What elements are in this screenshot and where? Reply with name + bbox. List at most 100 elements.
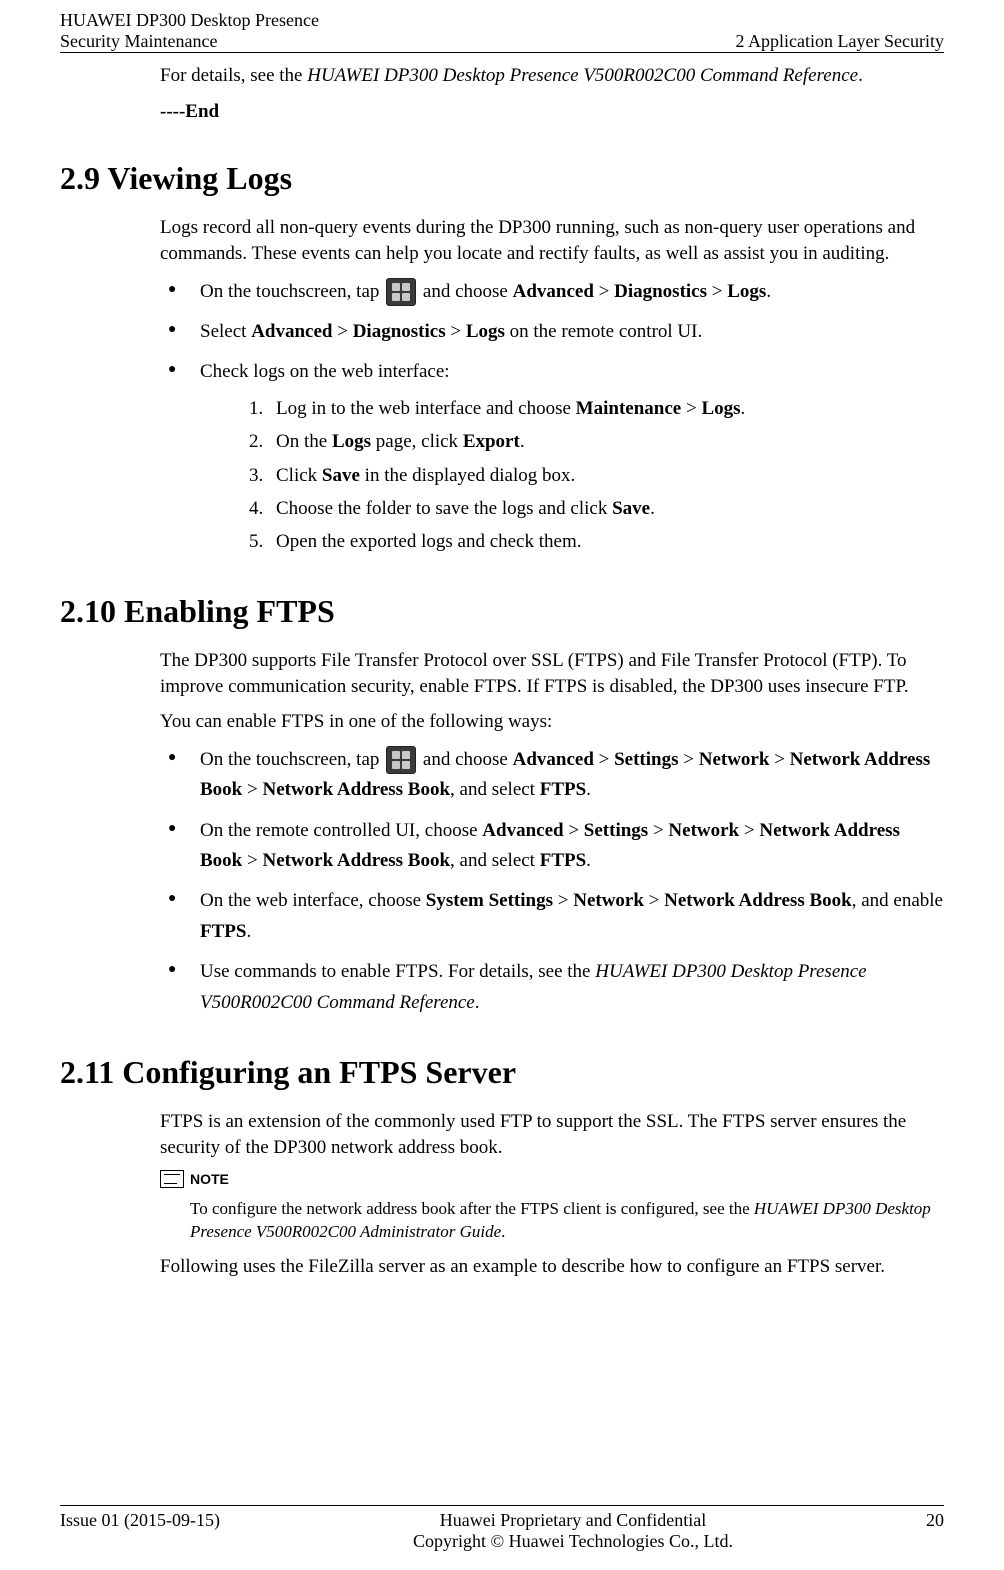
bold: Advanced: [251, 321, 332, 342]
text: >: [332, 321, 352, 342]
s210-para1: The DP300 supports File Transfer Protoco…: [160, 648, 944, 699]
step: Open the exported logs and check them.: [268, 527, 944, 556]
section-2-11-heading: 2.11 Configuring an FTPS Server: [60, 1054, 944, 1091]
text: >: [739, 820, 759, 841]
bold: Maintenance: [576, 398, 682, 419]
text: >: [242, 779, 262, 800]
text: Open the exported logs and check them.: [276, 531, 581, 552]
step: Log in to the web interface and choose M…: [268, 394, 944, 423]
bold: Logs: [727, 281, 766, 302]
text: >: [594, 749, 614, 770]
text: On the web interface, choose: [200, 890, 426, 911]
header-right: 2 Application Layer Security: [736, 31, 944, 52]
s210-bullet-list: On the touchscreen, tap and choose Advan…: [160, 745, 944, 1018]
header-left: HUAWEI DP300 Desktop Presence Security M…: [60, 10, 319, 52]
text: >: [564, 820, 584, 841]
details-pre: For details, see the: [160, 65, 307, 86]
bold: Export: [463, 431, 520, 452]
text: >: [242, 850, 262, 871]
text: On the remote controlled UI, choose: [200, 820, 482, 841]
text: >: [553, 890, 573, 911]
text: >: [594, 281, 614, 302]
text: , and select: [450, 779, 540, 800]
bold: Network Address Book: [262, 779, 450, 800]
page-footer: Issue 01 (2015-09-15) Huawei Proprietary…: [60, 1505, 944, 1552]
details-ref: HUAWEI DP300 Desktop Presence V500R002C0…: [307, 65, 858, 86]
footer-line1: Huawei Proprietary and Confidential: [220, 1510, 926, 1531]
bold: Logs: [466, 321, 505, 342]
note-header: NOTE: [160, 1170, 944, 1188]
text: .: [766, 281, 771, 302]
text: and choose: [418, 749, 512, 770]
bold: FTPS: [540, 850, 586, 871]
footer-issue: Issue 01 (2015-09-15): [60, 1510, 220, 1552]
list-item: Check logs on the web interface: Log in …: [160, 357, 944, 557]
footer-page: 20: [926, 1510, 944, 1552]
text: >: [681, 398, 701, 419]
bold: FTPS: [200, 921, 246, 942]
doc-subtitle: Security Maintenance: [60, 31, 319, 52]
list-item: On the web interface, choose System Sett…: [160, 886, 944, 947]
note-block: NOTE To configure the network address bo…: [160, 1170, 944, 1244]
text: Check logs on the web interface:: [200, 361, 450, 382]
text: in the displayed dialog box.: [360, 465, 575, 486]
text: .: [586, 779, 591, 800]
s29-bullet-list: On the touchscreen, tap and choose Advan…: [160, 277, 944, 557]
section-2-9-heading: 2.9 Viewing Logs: [60, 160, 944, 197]
doc-title: HUAWEI DP300 Desktop Presence: [60, 10, 319, 31]
text: , and select: [450, 850, 540, 871]
list-item: On the touchscreen, tap and choose Advan…: [160, 277, 944, 307]
details-post: .: [858, 65, 863, 86]
s210-para2: You can enable FTPS in one of the follow…: [160, 709, 944, 735]
footer-line2: Copyright © Huawei Technologies Co., Ltd…: [220, 1531, 926, 1552]
text: .: [586, 850, 591, 871]
bold: Settings: [584, 820, 648, 841]
text: .: [501, 1222, 505, 1241]
text: .: [650, 498, 655, 519]
text: page, click: [371, 431, 463, 452]
bold: Network: [668, 820, 739, 841]
note-label: NOTE: [190, 1171, 229, 1187]
text: and choose: [418, 281, 512, 302]
bold: Network Address Book: [664, 890, 852, 911]
s211-para2: Following uses the FileZilla server as a…: [160, 1254, 944, 1280]
note-icon: [160, 1170, 184, 1188]
s29-steps: Log in to the web interface and choose M…: [200, 394, 944, 557]
grid-icon: [386, 746, 416, 774]
bold: Advanced: [482, 820, 563, 841]
text: .: [475, 992, 480, 1013]
text: Select: [200, 321, 251, 342]
bold: Diagnostics: [353, 321, 446, 342]
step: Choose the folder to save the logs and c…: [268, 494, 944, 523]
list-item: Use commands to enable FTPS. For details…: [160, 957, 944, 1018]
text: >: [707, 281, 727, 302]
bold: System Settings: [426, 890, 553, 911]
bold: FTPS: [540, 779, 586, 800]
text: .: [520, 431, 525, 452]
page-header: HUAWEI DP300 Desktop Presence Security M…: [60, 0, 944, 53]
step: On the Logs page, click Export.: [268, 427, 944, 456]
s29-intro: Logs record all non-query events during …: [160, 215, 944, 266]
text: >: [769, 749, 789, 770]
text: On the touchscreen, tap: [200, 281, 384, 302]
text: Click: [276, 465, 322, 486]
bold: Network Address Book: [262, 850, 450, 871]
text: Use commands to enable FTPS. For details…: [200, 961, 595, 982]
list-item: Select Advanced > Diagnostics > Logs on …: [160, 317, 944, 347]
text: >: [648, 820, 668, 841]
text: To configure the network address book af…: [190, 1199, 754, 1218]
text: , and enable: [852, 890, 943, 911]
section-2-10-heading: 2.10 Enabling FTPS: [60, 593, 944, 630]
text: Choose the folder to save the logs and c…: [276, 498, 612, 519]
text: >: [644, 890, 664, 911]
text: .: [246, 921, 251, 942]
list-item: On the remote controlled UI, choose Adva…: [160, 816, 944, 877]
text: Log in to the web interface and choose: [276, 398, 576, 419]
grid-icon: [386, 278, 416, 306]
bold: Advanced: [513, 281, 594, 302]
step: Click Save in the displayed dialog box.: [268, 461, 944, 490]
bold: Diagnostics: [614, 281, 707, 302]
text: >: [446, 321, 466, 342]
bold: Logs: [701, 398, 740, 419]
bold: Network: [573, 890, 644, 911]
